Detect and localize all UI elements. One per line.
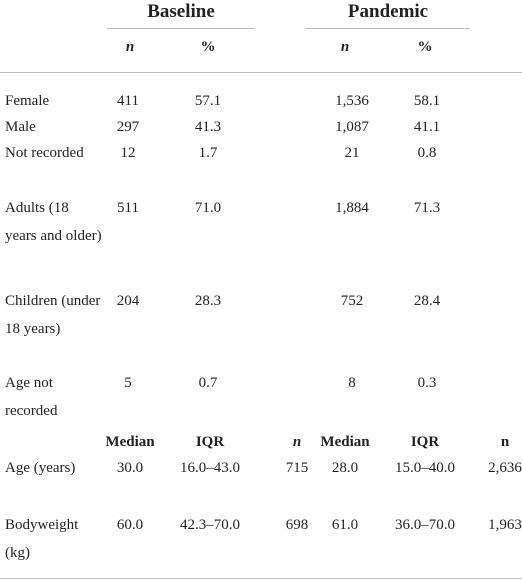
group-header: Pandemic [347,1,429,22]
cell-value: 16.0–43.0 [180,460,240,476]
cell-value: 42.3–70.0 [180,517,240,533]
cell-value: 41.3 [194,119,222,135]
column-header: n [125,39,135,55]
row-label: Age not recorded [5,375,58,419]
cell-value: 511 [117,200,139,216]
bottom-rule [0,578,522,579]
cell-value: 752 [340,293,364,309]
row-label: Children (under 18 years) [5,293,101,337]
cell-value: 41.1 [413,119,441,135]
stats-header: n [500,434,510,450]
cell-value: 1,536 [335,93,369,109]
cell-value: 1.7 [198,145,218,161]
cell-value: 12 [120,145,136,161]
cell-value: 21 [344,145,360,161]
cell-value: 30.0 [116,460,144,476]
cell-value: 1,087 [335,119,369,135]
header-rule [0,72,522,73]
cell-value: 58.1 [413,93,441,109]
group-header: Baseline [147,1,215,22]
cell-value: 715 [285,460,309,476]
column-header: % [417,39,433,55]
cell-value: 5 [124,375,132,391]
row-label: Bodyweight (kg) [5,517,79,561]
cell-value: 204 [116,293,140,309]
cell-value: 0.7 [198,375,218,391]
cell-value: 2,636 [488,460,522,476]
cell-value: 8 [348,375,356,391]
row-label: Female [5,93,50,109]
group-rule [107,28,255,29]
stats-header: IQR [195,434,225,450]
column-header: n [340,39,350,55]
cell-value: 61.0 [331,517,359,533]
row-label: Not recorded [5,145,84,161]
cell-value: 0.8 [417,145,437,161]
stats-header: Median [105,434,155,450]
stats-header: n [292,434,302,450]
cell-value: 15.0–40.0 [395,460,455,476]
cell-value: 28.0 [331,460,359,476]
cell-value: 28.3 [194,293,222,309]
cell-value: 411 [117,93,139,109]
cell-value: 1,884 [335,200,369,216]
cell-value: 36.0–70.0 [395,517,455,533]
column-header: % [200,39,216,55]
cell-value: 71.0 [194,200,222,216]
stats-header: IQR [410,434,440,450]
stats-header: Median [320,434,370,450]
cell-value: 71.3 [413,200,441,216]
cell-value: 0.3 [417,375,437,391]
group-rule [305,28,470,29]
cell-value: 1,963 [488,517,522,533]
row-label: Adults (18 years and older) [5,200,102,244]
cell-value: 698 [285,517,309,533]
cell-value: 57.1 [194,93,222,109]
row-label: Age (years) [5,460,76,476]
cell-value: 60.0 [116,517,144,533]
row-label: Male [5,119,36,135]
cell-value: 297 [116,119,140,135]
cell-value: 28.4 [413,293,441,309]
